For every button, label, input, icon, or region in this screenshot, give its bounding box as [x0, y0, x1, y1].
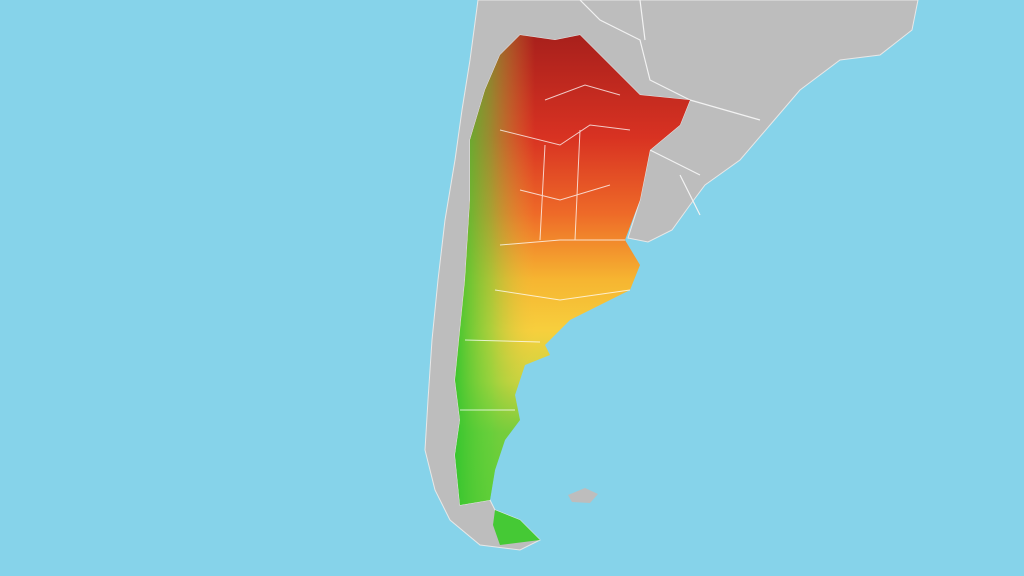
- province-borders: [460, 84, 631, 411]
- argentina-west-overlay: [455, 35, 690, 505]
- tierra-del-fuego: [493, 510, 540, 545]
- country-borders: [579, 0, 761, 216]
- islands: [568, 488, 598, 503]
